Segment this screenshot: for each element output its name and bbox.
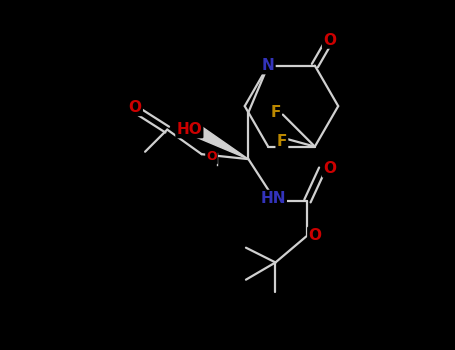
Text: F: F [277, 134, 287, 149]
Text: O: O [206, 150, 217, 163]
Text: O: O [308, 228, 321, 243]
Text: HN: HN [260, 191, 286, 206]
Polygon shape [197, 127, 248, 159]
Text: HO: HO [177, 122, 202, 137]
Text: F: F [270, 105, 281, 120]
Text: N: N [262, 58, 274, 73]
Text: O: O [323, 161, 336, 176]
Text: O: O [323, 33, 336, 48]
Text: O: O [129, 100, 142, 115]
